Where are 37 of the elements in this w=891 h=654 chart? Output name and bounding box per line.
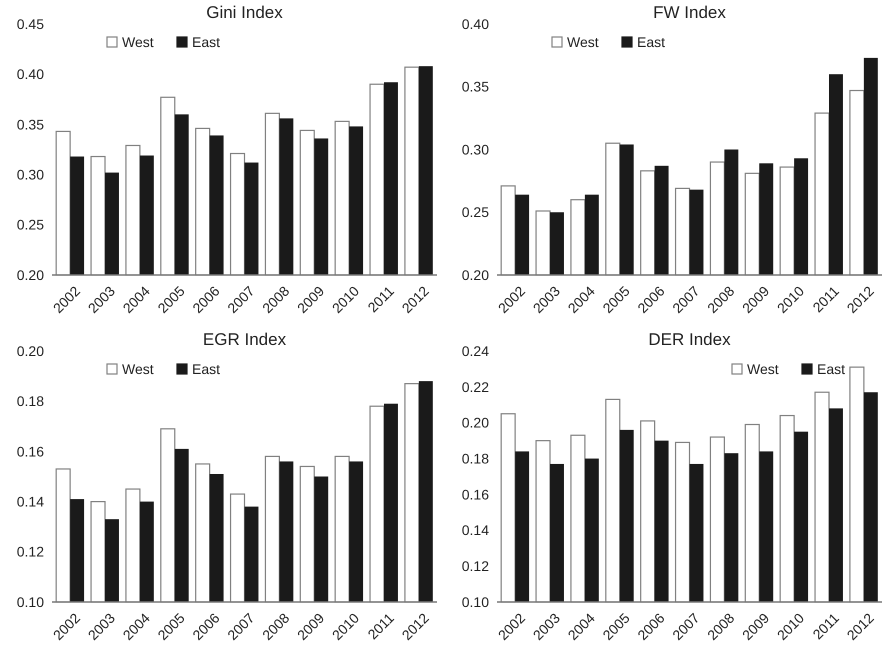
- legend-label: East: [192, 34, 220, 50]
- y-tick-label: 0.18: [462, 450, 490, 466]
- y-tick-label: 0.24: [462, 342, 490, 359]
- y-tick-label: 0.20: [462, 414, 490, 431]
- y-tick-label: 0.25: [462, 204, 490, 220]
- y-tick-label: 0.25: [16, 216, 44, 233]
- y-tick-label: 0.16: [462, 486, 490, 502]
- y-tick-label: 0.20: [16, 266, 44, 283]
- legend-label: East: [817, 360, 846, 377]
- y-tick-label: 0.20: [16, 342, 44, 359]
- y-tick-label: 0.18: [16, 393, 44, 410]
- chart-title: EGR Index: [202, 330, 287, 349]
- y-tick-label: 0.12: [16, 544, 44, 560]
- y-tick-label: 0.10: [462, 594, 490, 610]
- y-tick-label: 0.20: [462, 266, 490, 283]
- y-tick-label: 0.14: [16, 494, 44, 510]
- y-tick-label: 0.10: [16, 594, 44, 610]
- y-tick-label: 0.45: [16, 16, 44, 32]
- y-tick-label: 0.30: [16, 166, 44, 182]
- legend-label: West: [122, 360, 154, 377]
- chart-title: DER Index: [648, 330, 732, 349]
- y-tick-label: 0.40: [462, 16, 490, 32]
- y-tick-label: 0.14: [462, 522, 490, 538]
- chart-title: FW Index: [653, 3, 726, 22]
- y-tick-label: 0.35: [462, 78, 490, 95]
- y-tick-label: 0.35: [16, 116, 44, 132]
- legend-label: West: [747, 360, 779, 377]
- y-tick-label: 0.30: [462, 141, 490, 158]
- legend-label: West: [567, 34, 599, 50]
- chart-title: Gini Index: [206, 3, 284, 22]
- legend-label: East: [192, 360, 220, 377]
- y-tick-label: 0.12: [462, 558, 490, 574]
- y-tick-label: 0.22: [462, 378, 490, 395]
- legend-label: East: [637, 34, 666, 50]
- y-tick-label: 0.16: [16, 443, 44, 460]
- legend-label: West: [122, 34, 154, 50]
- y-tick-label: 0.40: [16, 66, 44, 82]
